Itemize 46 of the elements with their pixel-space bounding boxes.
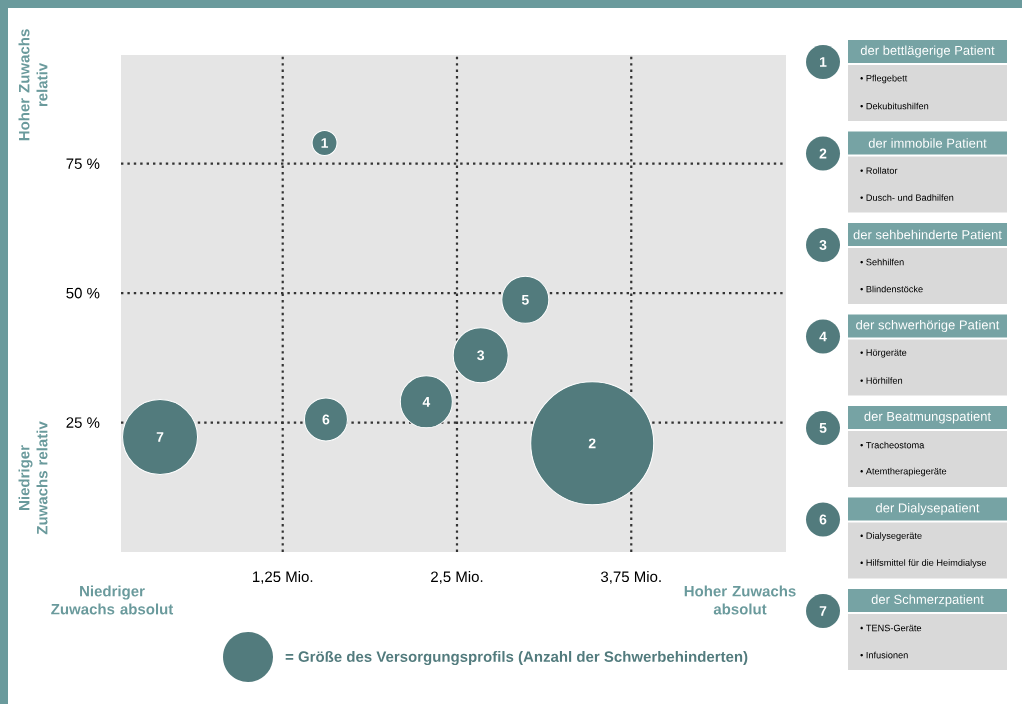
annotation: 6 [322, 414, 330, 425]
text: • Tracheostoma [860, 441, 925, 449]
text: 5 [819, 423, 827, 433]
text: • Hilfsmittel für die Heimdialyse [860, 559, 987, 568]
text: Hoher Zuwachs absolut [684, 585, 796, 615]
annotation: 4 [422, 397, 431, 407]
text: der immobile Patient [868, 138, 987, 148]
text: der Schmerzpatient [871, 594, 984, 607]
text: 1 [819, 57, 827, 67]
text: • Hörgeräte [860, 349, 907, 358]
text: Niedriger Zuwachs absolut [51, 585, 174, 615]
text: der sehbehinderte Patient [853, 229, 1002, 240]
text: Hoher Zuwachs relativ [18, 29, 48, 141]
text: 6 [819, 514, 827, 525]
text: Niedriger Zuwachs relativ [18, 421, 48, 535]
text: • Dialysegeräte [860, 532, 922, 541]
text: = Größe des Versorgungsprofils (Anzahl der Schwerbehinderten) [285, 650, 748, 666]
y-tick-label: 75 % [66, 158, 100, 169]
text: • Hörhilfen [860, 377, 903, 384]
annotation: 2 [588, 438, 596, 449]
x-tick-label: 3,75 Mio. [600, 571, 661, 584]
text: der Beatmungspatient [864, 411, 991, 424]
text: • Dekubitushilfen [860, 102, 929, 110]
text: • TENS-Geräte [860, 624, 922, 632]
annotation: 5 [521, 294, 529, 305]
annotation: 1 [321, 138, 329, 148]
text: 4 [819, 331, 827, 342]
text: der Dialysepatient [876, 502, 980, 516]
y-tick-label: 50 % [66, 287, 100, 299]
text: • Rollator [860, 167, 898, 174]
y-tick-label: 25 % [66, 417, 100, 428]
text: • Atemtherapiegeräte [860, 467, 947, 477]
text: 7 [819, 606, 827, 616]
text: • Dusch- und Badhilfen [860, 194, 954, 201]
text: • Blindenstöcke [860, 285, 923, 293]
text: 3 [819, 240, 827, 250]
text: • Pflegebett [860, 74, 908, 84]
annotation: 3 [477, 350, 485, 361]
text: • Sehhilfen [860, 258, 904, 266]
text: 2 [819, 148, 827, 159]
annotation: 7 [156, 432, 164, 442]
x-tick-label: 2,5 Mio. [431, 571, 483, 584]
x-tick-label: 1,25 Mio. [253, 571, 313, 584]
text: der schwerhörige Patient [856, 319, 1000, 333]
text: der bettlägerige Patient [860, 45, 995, 58]
text: • Infusionen [860, 651, 908, 659]
